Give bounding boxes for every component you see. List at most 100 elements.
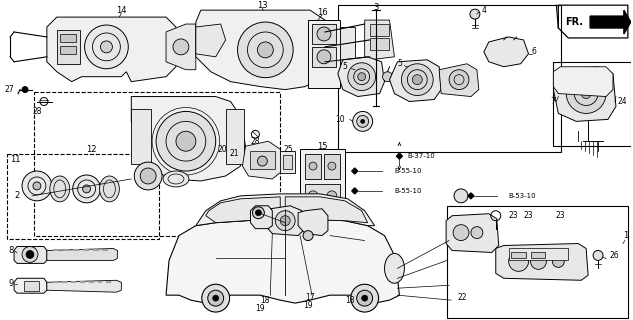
Text: 6: 6: [532, 47, 536, 56]
Polygon shape: [196, 24, 225, 57]
Circle shape: [83, 185, 91, 193]
Polygon shape: [496, 244, 588, 280]
Text: 23: 23: [556, 211, 565, 220]
Polygon shape: [298, 209, 328, 236]
Text: 28: 28: [32, 107, 42, 116]
Circle shape: [567, 74, 606, 113]
Polygon shape: [166, 219, 399, 303]
Text: FR.: FR.: [565, 17, 583, 27]
Polygon shape: [206, 197, 280, 223]
Polygon shape: [196, 194, 375, 226]
Bar: [225, 109, 244, 164]
Circle shape: [357, 116, 368, 127]
Text: 1: 1: [624, 231, 629, 240]
Text: 19: 19: [303, 300, 313, 310]
Polygon shape: [242, 141, 282, 179]
Text: 9: 9: [9, 279, 14, 288]
Circle shape: [22, 246, 38, 262]
Text: 11: 11: [10, 155, 21, 164]
Polygon shape: [553, 67, 616, 121]
Circle shape: [280, 216, 290, 226]
Text: 8: 8: [9, 246, 14, 255]
Circle shape: [471, 227, 483, 239]
Bar: [312, 47, 336, 67]
Circle shape: [530, 253, 546, 269]
Bar: [300, 149, 345, 217]
Circle shape: [256, 210, 261, 216]
Polygon shape: [439, 64, 479, 97]
Bar: [34, 92, 280, 236]
Circle shape: [134, 162, 162, 190]
Polygon shape: [352, 168, 358, 174]
Bar: [131, 109, 151, 164]
Bar: [305, 184, 340, 212]
Circle shape: [328, 162, 336, 170]
Bar: [553, 62, 631, 146]
Circle shape: [173, 39, 189, 55]
Polygon shape: [265, 206, 305, 236]
Polygon shape: [196, 10, 330, 90]
Polygon shape: [468, 193, 474, 199]
Text: 4: 4: [482, 6, 487, 15]
Circle shape: [156, 111, 216, 171]
Bar: [24, 281, 39, 291]
Text: 21: 21: [229, 149, 239, 158]
Polygon shape: [558, 5, 628, 38]
Polygon shape: [389, 60, 441, 101]
Text: 19: 19: [256, 304, 265, 313]
Circle shape: [258, 156, 267, 166]
Text: 2: 2: [14, 191, 20, 200]
Text: 5: 5: [343, 62, 348, 71]
Circle shape: [412, 75, 422, 84]
Polygon shape: [446, 214, 499, 252]
Circle shape: [85, 25, 128, 69]
Polygon shape: [338, 57, 384, 97]
Circle shape: [593, 251, 603, 260]
Circle shape: [275, 211, 295, 231]
Text: 3: 3: [373, 3, 379, 12]
Circle shape: [303, 231, 313, 241]
Text: 14: 14: [116, 6, 127, 15]
Text: 23: 23: [509, 211, 518, 220]
Circle shape: [348, 63, 375, 91]
Bar: [283, 155, 292, 169]
Polygon shape: [131, 97, 246, 181]
Polygon shape: [280, 197, 368, 223]
Circle shape: [470, 9, 480, 19]
Bar: [509, 249, 568, 260]
Polygon shape: [590, 10, 631, 34]
Circle shape: [22, 171, 52, 201]
Polygon shape: [14, 278, 47, 293]
Circle shape: [208, 290, 223, 306]
Polygon shape: [57, 30, 80, 64]
Ellipse shape: [163, 171, 189, 187]
Bar: [340, 27, 354, 77]
Circle shape: [454, 189, 468, 203]
Circle shape: [358, 73, 366, 81]
Text: 22: 22: [457, 293, 467, 302]
Polygon shape: [14, 246, 47, 263]
Text: 24: 24: [618, 97, 627, 106]
Circle shape: [258, 42, 273, 58]
Bar: [338, 5, 561, 152]
Circle shape: [327, 191, 337, 201]
Text: 13: 13: [257, 1, 268, 10]
Circle shape: [213, 295, 218, 301]
Circle shape: [581, 89, 591, 99]
Circle shape: [553, 255, 564, 268]
Circle shape: [202, 284, 230, 312]
Text: B-55-10: B-55-10: [394, 188, 422, 194]
Bar: [324, 154, 340, 179]
Text: 16: 16: [317, 8, 328, 17]
Text: 17: 17: [305, 293, 315, 302]
Circle shape: [353, 111, 373, 131]
Circle shape: [361, 295, 368, 301]
Circle shape: [309, 162, 317, 170]
Circle shape: [361, 119, 365, 123]
Circle shape: [449, 70, 469, 90]
Circle shape: [453, 225, 469, 241]
Circle shape: [101, 41, 113, 53]
Polygon shape: [553, 67, 613, 97]
Text: 18: 18: [345, 296, 354, 305]
Circle shape: [357, 290, 373, 306]
